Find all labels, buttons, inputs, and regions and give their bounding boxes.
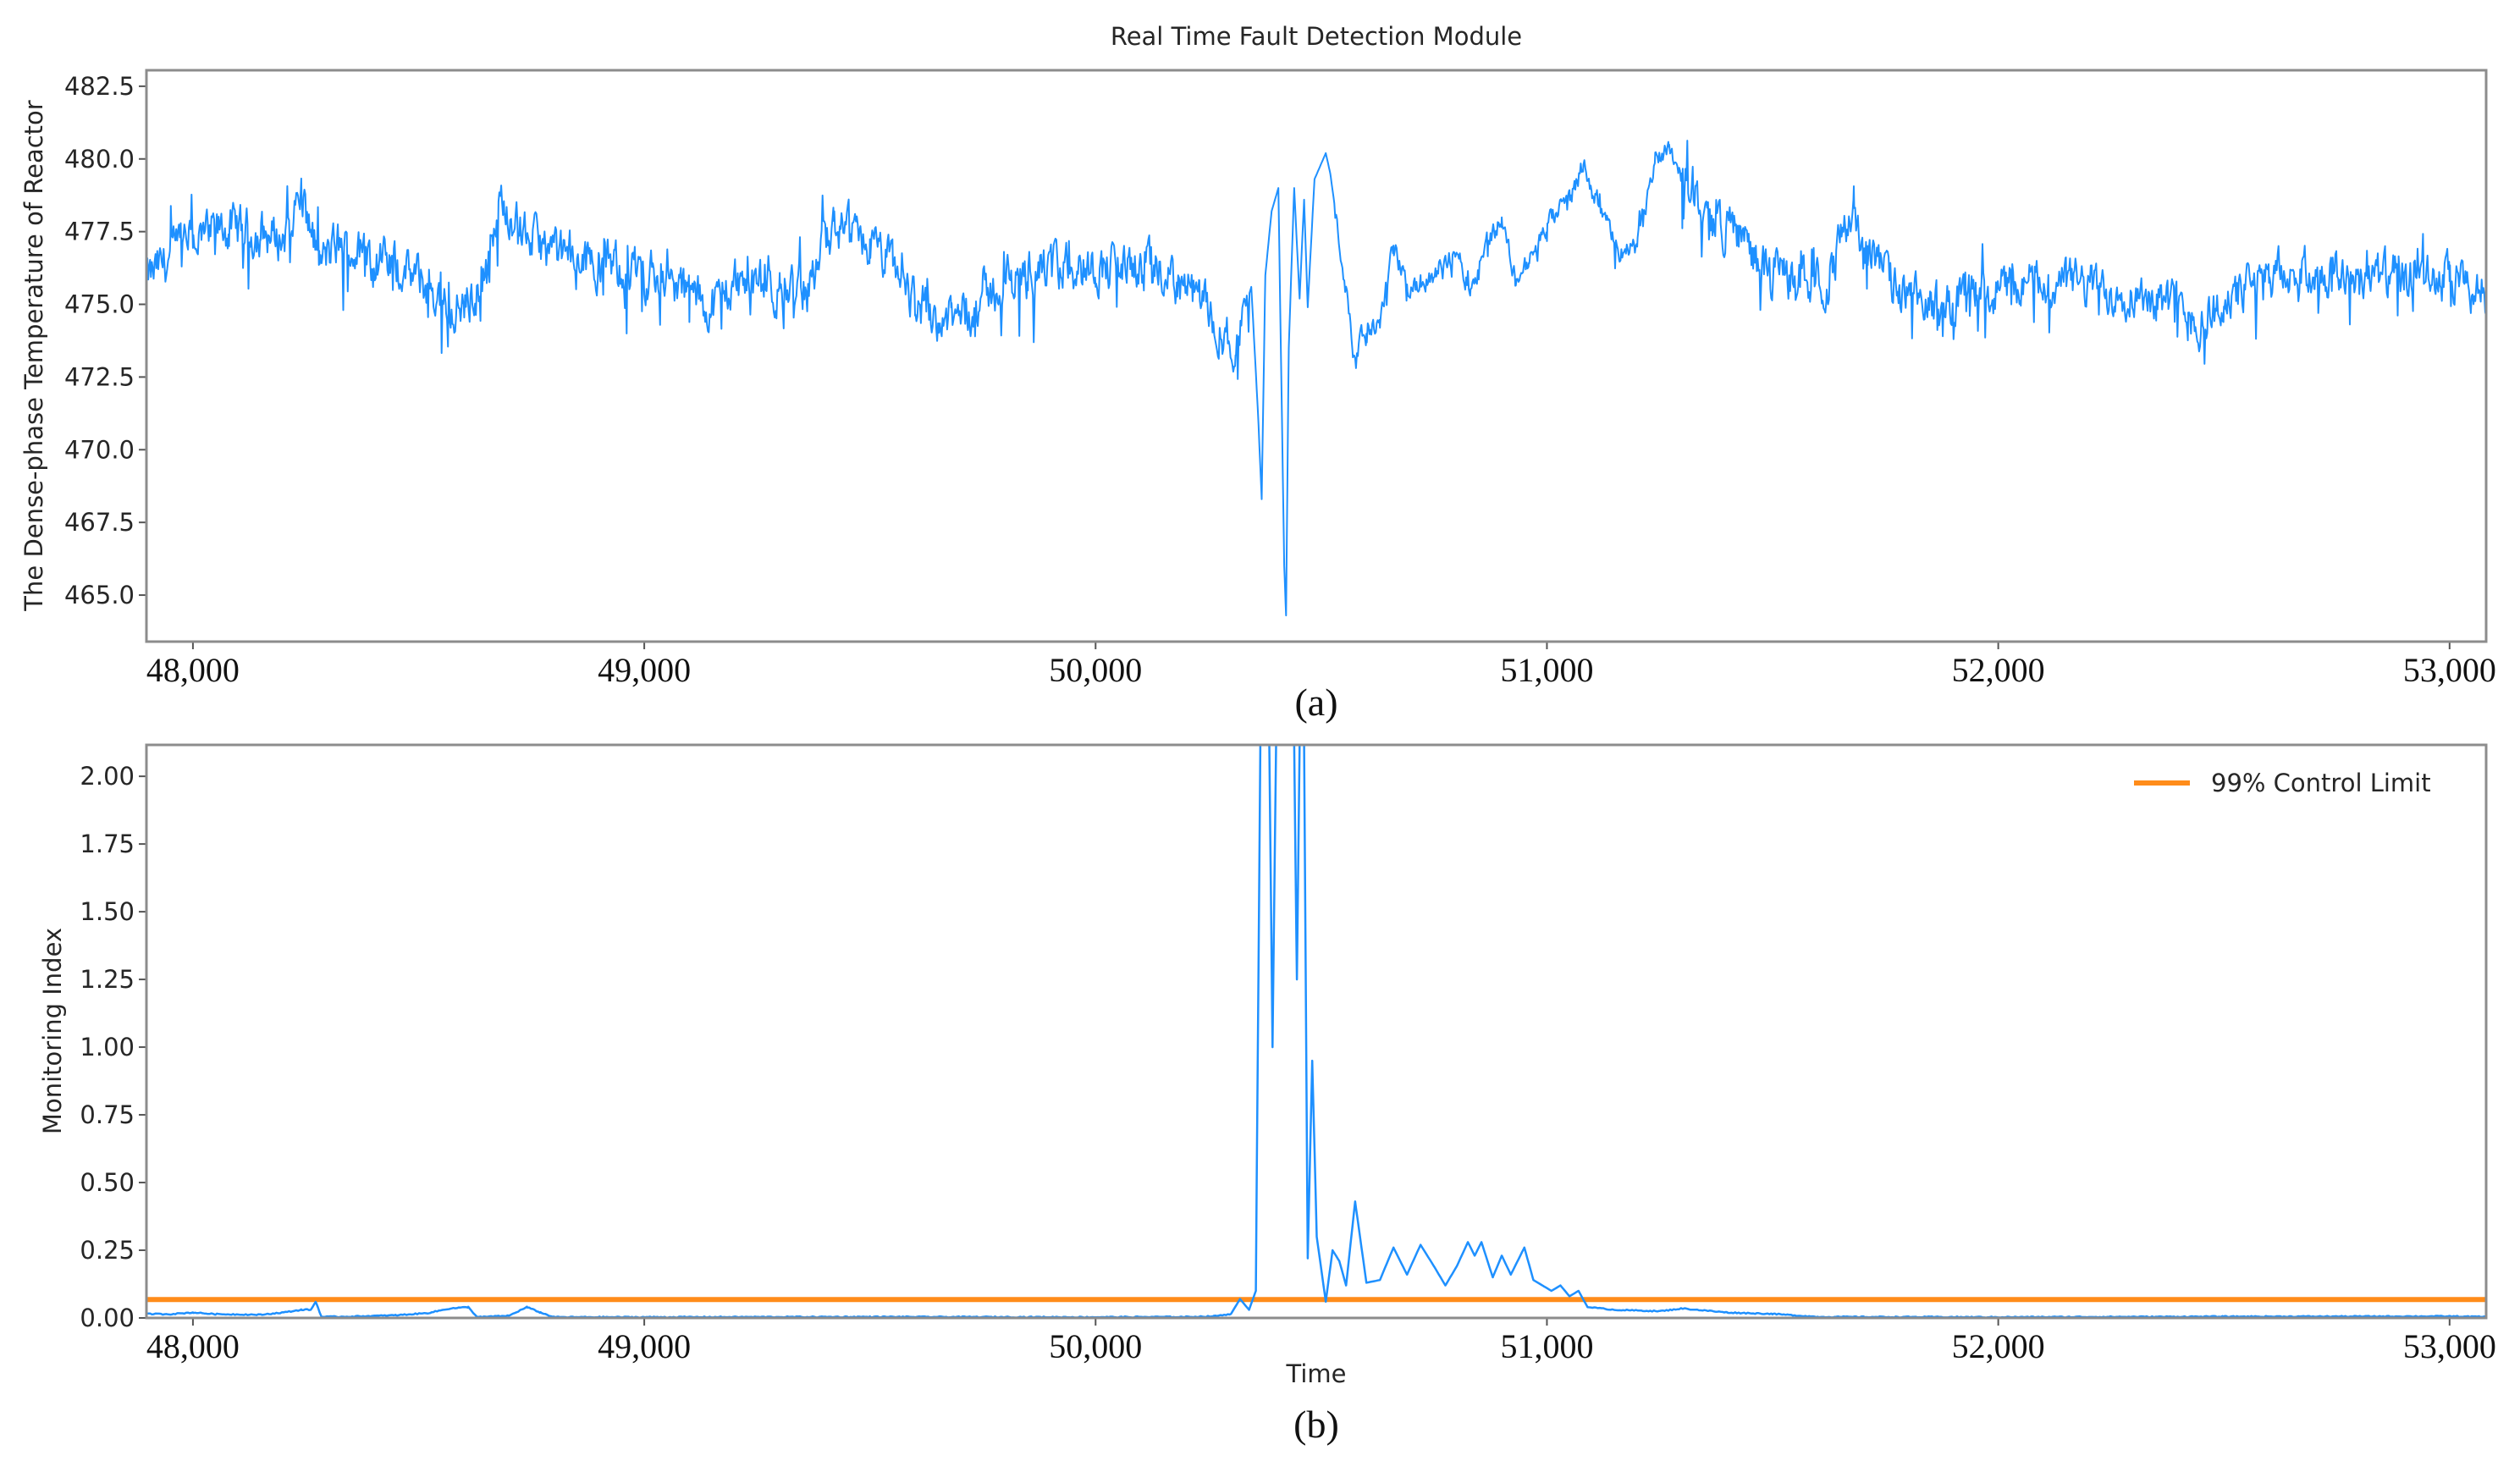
- x-tick-label: 50,000: [1049, 651, 1142, 689]
- panel-b-y-axis-label: Monitoring Index: [38, 928, 67, 1134]
- panel-b-x-axis-label: Time: [1286, 1359, 1347, 1388]
- y-tick-label: 0.00: [80, 1304, 135, 1332]
- y-tick-label: 477.5: [64, 218, 135, 246]
- y-tick-label: 467.5: [64, 508, 135, 537]
- x-tick-label: 51,000: [1500, 1327, 1593, 1365]
- temperature-series-line: [146, 140, 2486, 617]
- y-tick-label: 1.75: [80, 830, 135, 858]
- panel-b-caption: (b): [1293, 1403, 1339, 1446]
- legend: 99% Control Limit: [2134, 769, 2431, 797]
- x-tick-label: 50,000: [1049, 1327, 1142, 1365]
- panel-b-monitoring-index-chart: 0.00 0.25 0.50 0.75 1.00 1.25 1.50 1.75 2.00 48,…: [38, 743, 2496, 1446]
- panel-b-y-axis-ticks: 0.00 0.25 0.50 0.75 1.00 1.25 1.50 1.75 2.00: [80, 762, 146, 1332]
- y-tick-label: 465.0: [64, 581, 135, 609]
- panel-a-x-axis-ticks: 48,000 49,000 50,000 51,000 52,000 53,000: [146, 642, 2496, 689]
- y-tick-label: 470.0: [64, 435, 135, 464]
- legend-control-limit-label: 99% Control Limit: [2211, 769, 2431, 797]
- x-tick-label: 49,000: [598, 1327, 691, 1365]
- panel-b-x-axis-ticks: 48,000 49,000 50,000 51,000 52,000 53,000: [146, 1318, 2496, 1365]
- y-tick-label: 475.0: [64, 290, 135, 319]
- panel-a-temperature-chart: 465.0 467.5 470.0 472.5 475.0 477.5 480.0 482.5…: [19, 69, 2496, 724]
- panel-a-y-axis-ticks: 465.0 467.5 470.0 472.5 475.0 477.5 480.0 482.5: [64, 72, 146, 609]
- y-tick-label: 482.5: [64, 72, 135, 101]
- panel-b-plot-frame: [145, 743, 2488, 1320]
- y-tick-label: 1.00: [80, 1033, 135, 1061]
- y-tick-label: 0.50: [80, 1168, 135, 1197]
- x-tick-label: 51,000: [1500, 651, 1593, 689]
- panel-a-plot-frame: [145, 69, 2488, 643]
- x-tick-label: 53,000: [2403, 651, 2496, 689]
- y-tick-label: 0.25: [80, 1236, 135, 1265]
- figure-title: Real Time Fault Detection Module: [1111, 22, 1522, 51]
- x-tick-label: 52,000: [1952, 651, 2045, 689]
- y-tick-label: 472.5: [64, 362, 135, 391]
- y-tick-label: 1.50: [80, 897, 135, 926]
- x-tick-label: 53,000: [2403, 1327, 2496, 1365]
- panel-a-y-axis-label: The Dense-phase Temperature of Reactor: [19, 100, 48, 611]
- y-tick-label: 480.0: [64, 145, 135, 174]
- y-tick-label: 1.25: [80, 965, 135, 994]
- monitoring-index-series-line: [146, 745, 2486, 1318]
- x-tick-label: 48,000: [146, 1327, 240, 1365]
- x-tick-label: 52,000: [1952, 1327, 2045, 1365]
- y-tick-label: 2.00: [80, 762, 135, 791]
- panel-a-caption: (a): [1294, 681, 1337, 724]
- x-tick-label: 48,000: [146, 651, 240, 689]
- x-tick-label: 49,000: [598, 651, 691, 689]
- y-tick-label: 0.75: [80, 1100, 135, 1129]
